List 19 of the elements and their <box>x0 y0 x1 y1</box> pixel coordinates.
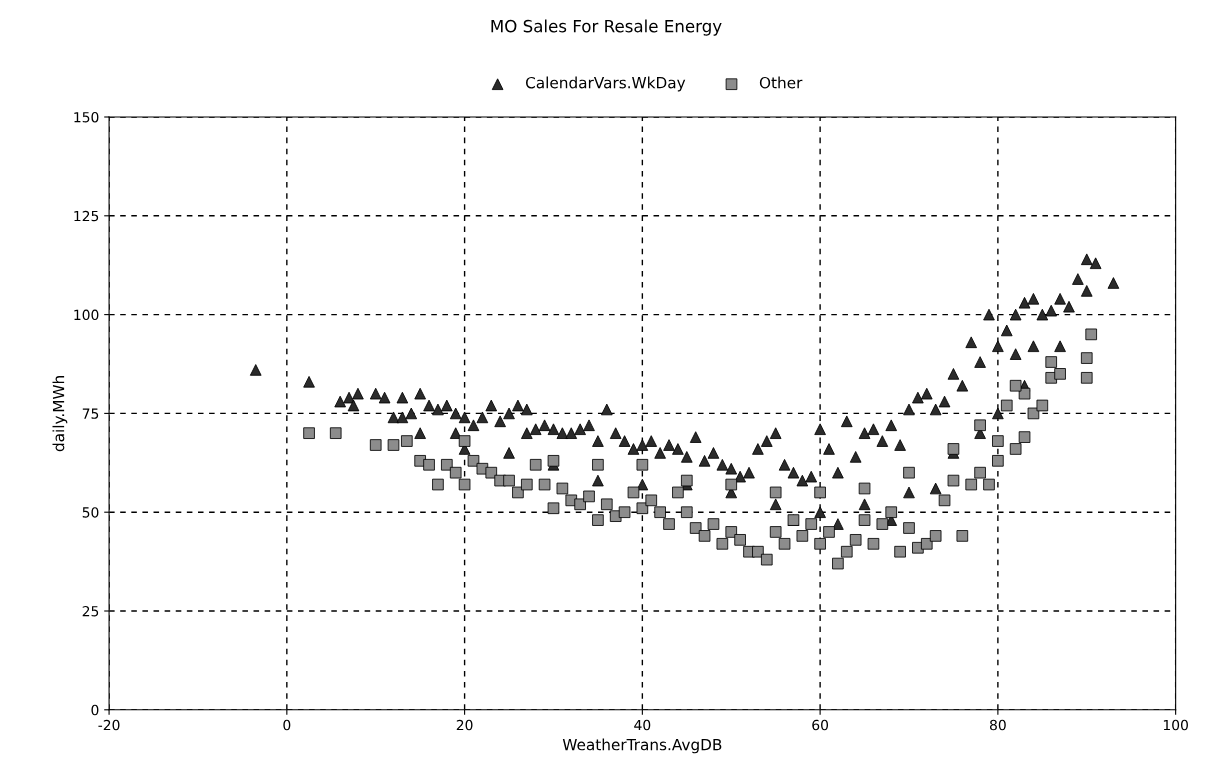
y-tick-label: 0 <box>91 704 99 716</box>
x-tick-label: 80 <box>989 719 1006 731</box>
x-tick-label: -20 <box>98 719 120 731</box>
x-tick-label: 20 <box>456 719 473 731</box>
legend-label: Other <box>759 76 803 89</box>
y-tick-label: 50 <box>82 507 99 518</box>
y-tick-label: 75 <box>82 408 99 419</box>
x-tick-label: 60 <box>812 719 829 731</box>
legend-label: CalendarVars.WkDay <box>525 76 686 92</box>
y-axis-title: daily.MWh <box>52 376 68 452</box>
x-tick-label: 0 <box>283 719 291 731</box>
y-tick-label: 25 <box>82 605 99 617</box>
x-tick-label: 100 <box>1163 719 1188 731</box>
x-tick-label: 40 <box>634 719 651 731</box>
y-tick-label: 125 <box>74 210 99 222</box>
y-tick-label: 150 <box>74 111 99 123</box>
y-tick-label: 100 <box>74 309 99 321</box>
x-axis-title: WeatherTrans.AvgDB <box>562 738 722 754</box>
chart-title: MO Sales For Resale Energy <box>491 19 722 36</box>
